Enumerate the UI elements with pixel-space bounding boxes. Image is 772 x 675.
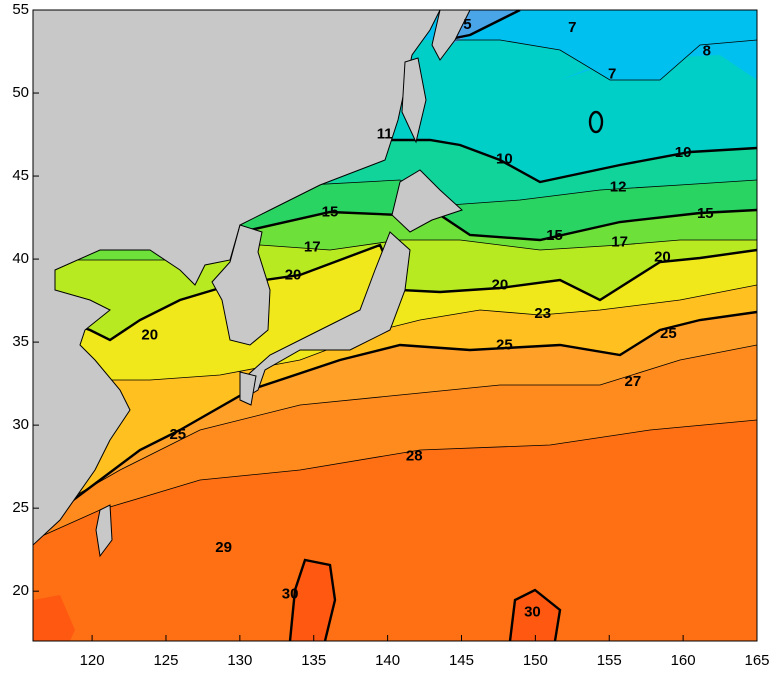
band-7-8 <box>560 40 757 80</box>
band-30 <box>290 560 335 641</box>
contour-label: 30 <box>282 585 299 602</box>
isotherm <box>288 558 337 641</box>
band-30 <box>510 590 560 641</box>
temperature-field <box>33 10 757 641</box>
x-tick-label: 130 <box>227 652 252 669</box>
contour-label: 8 <box>703 42 711 59</box>
isotherm <box>33 310 757 531</box>
contour-label: 27 <box>625 373 642 390</box>
x-tick-label: 120 <box>80 652 105 669</box>
korea <box>211 224 271 346</box>
contour-label: 17 <box>611 233 628 250</box>
isotherm <box>33 419 757 541</box>
contour-label: 25 <box>660 325 677 342</box>
isotherm <box>445 39 757 81</box>
y-tick-label: 25 <box>12 499 29 516</box>
isotherm <box>508 588 562 641</box>
y-tick-label: 35 <box>12 333 29 350</box>
honshu <box>241 231 411 399</box>
isotherm <box>33 344 757 521</box>
continent <box>33 10 441 546</box>
contour-label: 30 <box>524 604 541 621</box>
contour-label: 7 <box>608 66 616 83</box>
x-tick-label: 145 <box>449 652 474 669</box>
contour-label: 11 <box>377 126 393 143</box>
y-tick-label: 50 <box>12 84 29 101</box>
x-tick-label: 155 <box>597 652 622 669</box>
contour-label: 7 <box>568 19 576 36</box>
x-tick-label: 160 <box>671 652 696 669</box>
contour-label: 12 <box>610 179 627 196</box>
contour-label: 20 <box>492 277 509 294</box>
x-tick-label: 125 <box>153 652 178 669</box>
isotherm <box>588 110 604 134</box>
isotherm <box>33 179 757 206</box>
y-tick-label: 55 <box>12 1 29 18</box>
contour-label: 25 <box>496 336 513 353</box>
contour-label: 29 <box>215 539 232 556</box>
contour-label: 17 <box>304 238 321 255</box>
band-30 <box>33 595 75 641</box>
x-tick-label: 135 <box>301 652 326 669</box>
contour-label: 15 <box>322 204 339 221</box>
isotherm <box>33 284 757 381</box>
contour-label: 20 <box>654 248 671 265</box>
frame <box>32 9 758 642</box>
contour-label: 28 <box>406 448 423 465</box>
isotherm <box>33 208 757 242</box>
taiwan <box>95 504 113 558</box>
hokkaido <box>391 169 463 233</box>
kyushu <box>239 371 257 406</box>
contour-label: 20 <box>141 326 158 343</box>
axes: 120 125 130 135 140 145 150 155 160 1652025303540… <box>12 1 769 669</box>
y-tick-label: 30 <box>12 416 29 433</box>
isotherm <box>33 138 757 184</box>
contour-label: 5 <box>463 16 471 33</box>
contour-label: 20 <box>285 267 302 284</box>
contour-label: 23 <box>534 305 551 322</box>
y-tick-label: 20 <box>12 582 29 599</box>
contour-label: 15 <box>697 205 714 222</box>
contour-label: 10 <box>496 150 513 167</box>
sakhalin <box>401 57 427 144</box>
x-tick-label: 140 <box>375 652 400 669</box>
x-tick-label: 150 <box>523 652 548 669</box>
isotherm <box>444 10 521 42</box>
land <box>33 10 471 558</box>
kamchatka <box>431 10 471 61</box>
x-tick-label: 165 <box>744 652 769 669</box>
y-tick-label: 40 <box>12 250 29 267</box>
y-tick-label: 45 <box>12 167 29 184</box>
contour-label: 25 <box>169 426 186 443</box>
contour-label: 15 <box>546 227 563 244</box>
contour-label: 10 <box>675 144 692 161</box>
